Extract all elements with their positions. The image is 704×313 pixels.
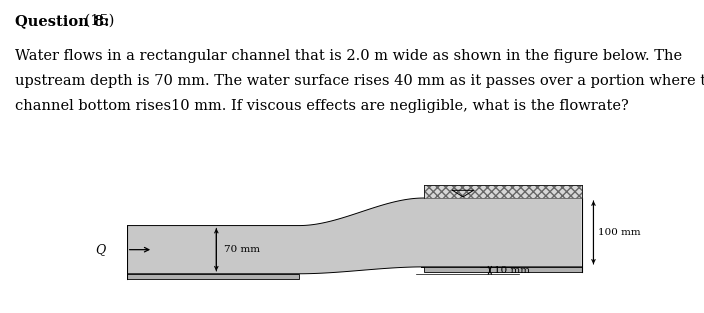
Bar <box>424 267 582 272</box>
Text: 10 mm: 10 mm <box>494 266 529 275</box>
Text: Question 8:: Question 8: <box>15 14 110 28</box>
Bar <box>127 274 299 279</box>
Text: 100 mm: 100 mm <box>598 228 641 237</box>
Text: channel bottom rises10 mm. If viscous effects are negligible, what is the flowra: channel bottom rises10 mm. If viscous ef… <box>15 99 629 113</box>
Bar <box>424 185 582 198</box>
Text: upstream depth is 70 mm. The water surface rises 40 mm as it passes over a porti: upstream depth is 70 mm. The water surfa… <box>15 74 704 88</box>
Polygon shape <box>127 198 582 274</box>
Text: Q: Q <box>95 243 106 256</box>
Text: Water flows in a rectangular channel that is 2.0 m wide as shown in the figure b: Water flows in a rectangular channel tha… <box>15 49 683 63</box>
Text: 70 mm: 70 mm <box>223 245 260 254</box>
Text: (15): (15) <box>80 14 115 28</box>
